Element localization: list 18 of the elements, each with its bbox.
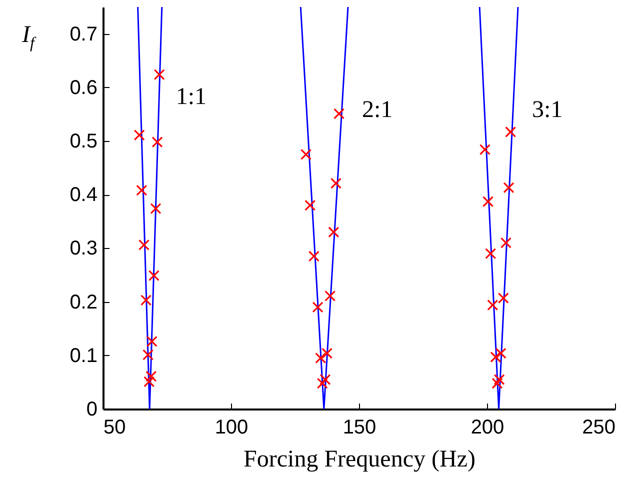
annotation: 2:1 — [362, 97, 393, 123]
x-tick-label: 200 — [470, 416, 504, 438]
y-tick-label: 0.2 — [70, 291, 98, 314]
y-tick-label: 0.4 — [70, 184, 98, 206]
y-tick-label: 0.1 — [70, 344, 98, 367]
x-tick-label: 100 — [214, 416, 248, 438]
y-tick-label: 0.5 — [70, 130, 98, 152]
x-tick-label: 150 — [342, 416, 376, 438]
y-tick-label: 0 — [86, 398, 98, 420]
annotation: 3:1 — [532, 97, 563, 123]
y-tick-label: 0.3 — [70, 238, 98, 260]
y-tick-label: 0.7 — [70, 23, 98, 46]
y-tick-label: 0.6 — [70, 76, 98, 99]
annotation: 1:1 — [176, 84, 207, 110]
x-tick-label: 250 — [582, 416, 616, 438]
x-tick-label: 50 — [104, 416, 126, 438]
x-axis-title: Forcing Frequency (Hz) — [244, 446, 476, 472]
y-axis-title: I$_{f}$ — [22, 22, 34, 53]
